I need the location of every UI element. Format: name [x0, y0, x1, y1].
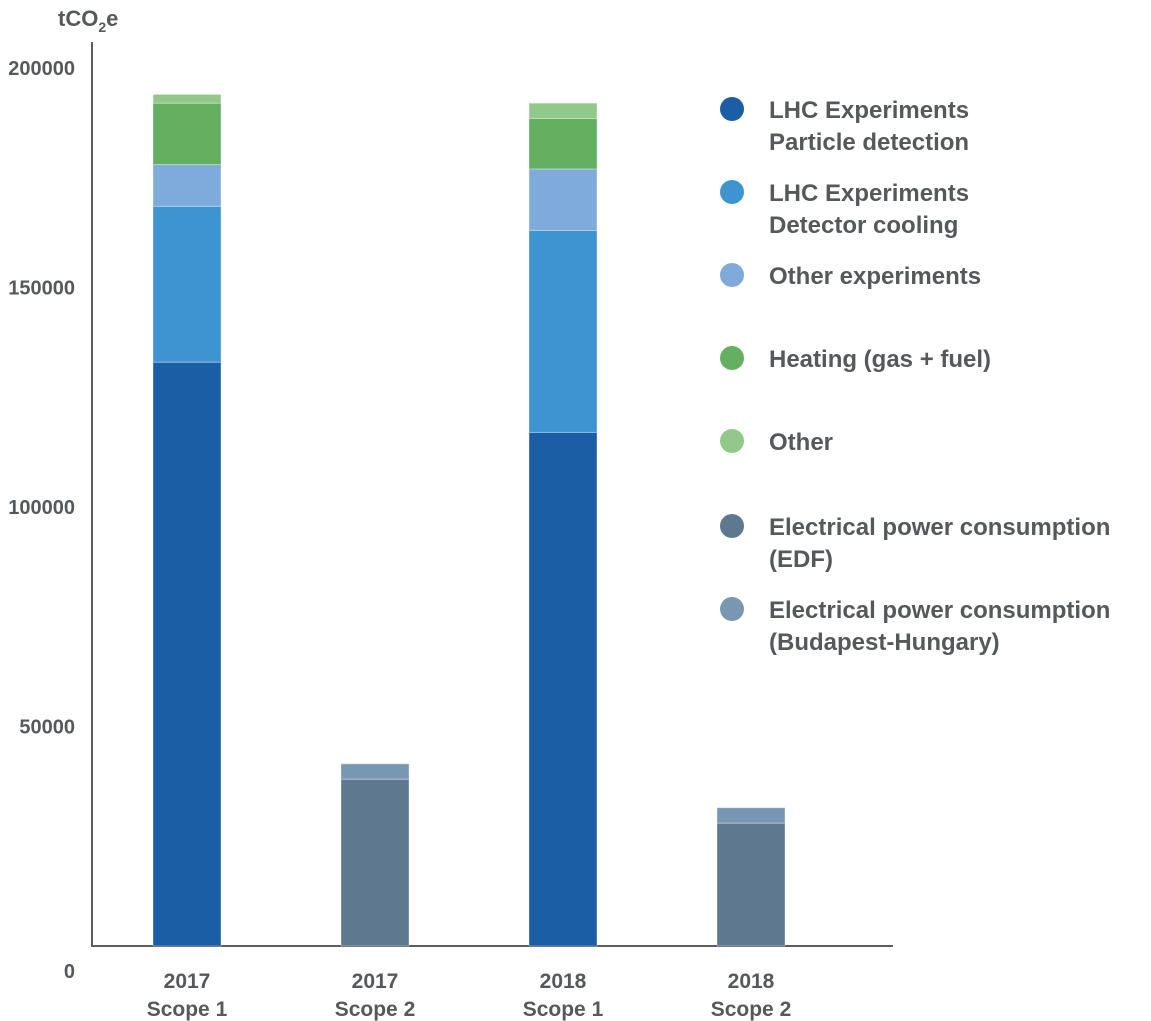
legend-label: Detector cooling — [769, 212, 958, 239]
bar-segment — [528, 117, 598, 170]
legend-label: Electrical power consumption — [769, 597, 1110, 624]
legend-item: Other experiments — [720, 263, 981, 290]
x-category-scope: Scope 2 — [711, 998, 792, 1021]
x-category-year: 2018 — [728, 970, 775, 993]
bar-segment — [340, 763, 410, 780]
y-tick-label: 150000 — [8, 278, 75, 300]
y-tick-label: 50000 — [19, 717, 75, 739]
legend-item: Other — [720, 429, 833, 456]
x-category-year: 2018 — [540, 970, 587, 993]
legend-swatch — [720, 429, 744, 453]
y-axis-label: tCO2e — [58, 6, 118, 35]
legend-label: LHC Experiments — [769, 180, 969, 207]
bar-segment — [152, 205, 222, 363]
legend-label: Other — [769, 429, 833, 456]
legend-swatch — [720, 180, 744, 204]
legend-swatch — [720, 346, 744, 370]
legend-item: Electrical power consumption (Budapest-Hu… — [720, 597, 1110, 656]
y-tick-label: 100000 — [8, 497, 75, 519]
legend-label: LHC Experiments — [769, 97, 969, 124]
x-category-year: 2017 — [352, 970, 399, 993]
bar-segment — [528, 431, 598, 947]
legend-item: Heating (gas + fuel) — [720, 346, 991, 373]
legend-label: Other experiments — [769, 263, 981, 290]
legend-swatch — [720, 263, 744, 287]
legend-item: Electrical power consumption (EDF) — [720, 514, 1110, 573]
legend-item: LHC Experiments Detector cooling — [720, 180, 969, 239]
bar-segment — [528, 229, 598, 433]
x-category-year: 2017 — [164, 970, 211, 993]
x-category-scope: Scope 2 — [335, 998, 416, 1021]
bar-segment — [152, 361, 222, 947]
y-tick-label: 200000 — [8, 58, 75, 80]
bar-segment — [528, 168, 598, 231]
bar-segment — [716, 807, 786, 824]
bar-segment — [152, 164, 222, 207]
x-categories: 2017 Scope 1 2017 Scope 2 2018 Scope 1 2018 Sco… — [147, 970, 792, 1021]
legend-label: (Budapest-Hungary) — [769, 629, 1000, 656]
legend-swatch — [720, 597, 744, 621]
legend-label: (EDF) — [769, 546, 833, 573]
bar-segment — [152, 102, 222, 166]
legend-label: Heating (gas + fuel) — [769, 346, 991, 373]
legend-item: LHC Experiments Particle detection — [720, 97, 969, 156]
y-tick-label: 0 — [64, 961, 75, 983]
bars — [152, 93, 786, 947]
legend-swatch — [720, 514, 744, 538]
legend-label: Particle detection — [769, 129, 969, 156]
y-ticks: 200000 150000 100000 50000 0 — [8, 58, 75, 983]
legend-label: Electrical power consumption — [769, 514, 1110, 541]
bar-segment — [528, 102, 598, 119]
legend-swatch — [720, 97, 744, 121]
bar-segment — [340, 778, 410, 947]
x-category-scope: Scope 1 — [147, 998, 228, 1021]
bar-segment — [152, 93, 222, 104]
bar-segment — [716, 822, 786, 947]
x-category-scope: Scope 1 — [523, 998, 604, 1021]
